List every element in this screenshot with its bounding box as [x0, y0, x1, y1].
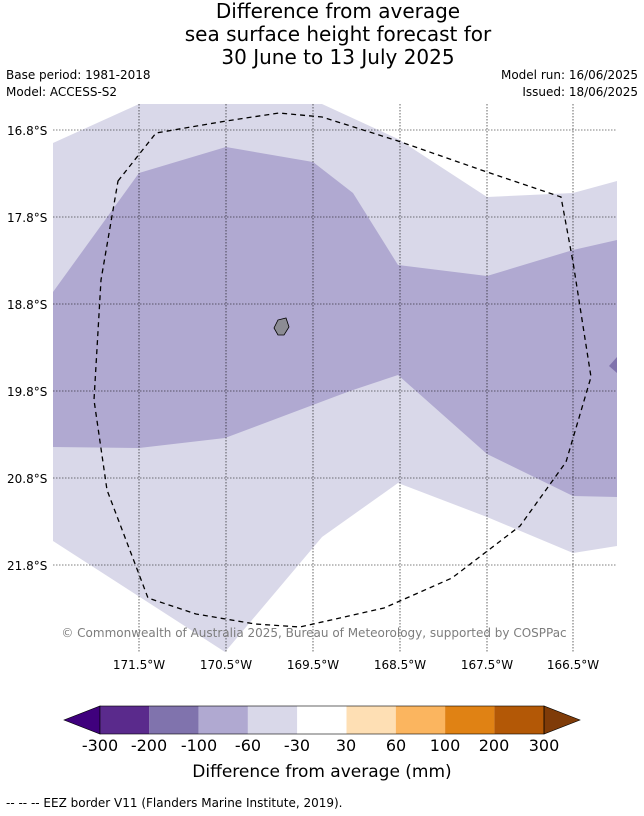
eez-legend-note: -- -- -- EEZ border V11 (Flanders Marine… [6, 796, 343, 810]
colorbar-tick-7: 60 [385, 736, 407, 755]
lon-label-4: 168.5°W [373, 658, 427, 672]
colorbar-tick-3: -100 [180, 736, 218, 755]
colorbar-tick-8: 100 [429, 736, 461, 755]
colorbar-tick-1: -300 [81, 736, 119, 755]
eez-border [93, 112, 592, 628]
title-line-2: sea surface height forecast for [184, 22, 492, 46]
colorbar-swatch-8 [445, 706, 495, 734]
lon-label-2: 170.5°W [199, 658, 253, 672]
colorbar-swatch-2 [149, 706, 199, 734]
lat-label-3: 18.8°S [7, 298, 48, 312]
colorbar-tick-9: 200 [478, 736, 510, 755]
colorbar [63, 705, 581, 735]
meta-right: Model run: 16/06/2025 Issued: 18/06/2025 [501, 67, 638, 101]
meta-left: Base period: 1981-2018 Model: ACCESS-S2 [6, 67, 151, 101]
model-name: Model: ACCESS-S2 [6, 85, 118, 99]
lon-label-5: 167.5°W [460, 658, 514, 672]
map-title: Difference from average sea surface heig… [0, 0, 644, 69]
colorbar-min-arrow [63, 705, 101, 735]
lat-label-1: 16.8°S [7, 124, 48, 138]
colorbar-tick-4: -60 [234, 736, 262, 755]
colorbar-swatch-5 [297, 706, 347, 734]
colorbar-swatch-3 [198, 706, 248, 734]
copyright-text: © Commonwealth of Australia 2025, Bureau… [61, 626, 566, 640]
colorbar-title: Difference from average (mm) [192, 762, 452, 782]
colorbar-tick-5: -30 [283, 736, 311, 755]
island-land [273, 317, 290, 336]
lon-label-3: 169.5°W [286, 658, 340, 672]
map-plot [53, 104, 617, 652]
colorbar-tick-2: -200 [130, 736, 168, 755]
anomaly-region-medium [53, 147, 617, 497]
colorbar-swatch-1 [100, 706, 150, 734]
title-line-1: Difference from average [215, 0, 461, 23]
lat-label-5: 20.8°S [7, 472, 48, 486]
title-line-3: 30 June to 13 July 2025 [221, 45, 455, 69]
grid-lines [53, 104, 617, 652]
colorbar-swatch-9 [494, 706, 544, 734]
colorbar-tick-6: 30 [335, 736, 357, 755]
lat-label-4: 19.8°S [7, 385, 48, 399]
lat-label-6: 21.8°S [7, 559, 48, 573]
colorbar-outline [99, 705, 545, 735]
colorbar-tick-10: 300 [528, 736, 560, 755]
lon-label-6: 166.5°W [546, 658, 600, 672]
issued-date: Issued: 18/06/2025 [522, 85, 638, 99]
colorbar-max-arrow [543, 705, 581, 735]
colorbar-swatch-7 [395, 706, 446, 734]
model-run: Model run: 16/06/2025 [500, 68, 638, 82]
colorbar-swatch-4 [247, 706, 298, 734]
base-period: Base period: 1981-2018 [6, 68, 151, 82]
colorbar-swatch-6 [346, 706, 396, 734]
lon-label-1: 171.5°W [112, 658, 166, 672]
anomaly-wedge [609, 357, 617, 373]
lat-label-2: 17.8°S [7, 211, 48, 225]
